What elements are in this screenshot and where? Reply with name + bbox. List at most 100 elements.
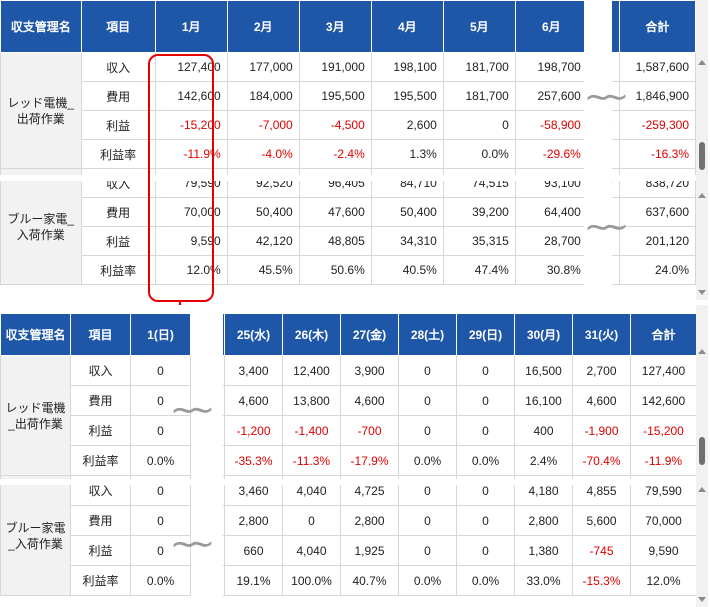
value-cell: 9,590 bbox=[630, 535, 697, 566]
value-cell: 84,710 bbox=[370, 168, 444, 198]
col-header-day-28[interactable]: 28(土) bbox=[398, 313, 457, 356]
value-cell: -35.3% bbox=[224, 445, 283, 476]
daily-table: 収支管理名 項目 1(日) 25(水) 26(木) 27(金) 28(土) 29… bbox=[0, 313, 697, 596]
col-header-item[interactable]: 項目 bbox=[70, 313, 131, 356]
value-cell: 19.1% bbox=[224, 565, 283, 596]
col-header-day-27[interactable]: 27(金) bbox=[340, 313, 399, 356]
value-cell: 4,600 bbox=[340, 385, 399, 416]
col-header-jun[interactable]: 6月 bbox=[514, 0, 588, 53]
value-cell: 0.0% bbox=[130, 565, 191, 596]
value-cell: 2,800 bbox=[514, 505, 573, 536]
table-row: 費用 0 4,600 13,800 4,600 0 0 16,100 4,600 142,600 bbox=[1, 385, 697, 416]
item-label-cell: 利益 bbox=[80, 110, 156, 140]
value-cell: 198,700 bbox=[514, 52, 588, 82]
value-cell: 70,000 bbox=[630, 505, 697, 536]
value-cell: 257,600 bbox=[514, 81, 588, 111]
col-header-day-1[interactable]: 1(日) bbox=[130, 313, 191, 356]
value-cell: -58,900 bbox=[514, 110, 588, 140]
col-header-mar[interactable]: 3月 bbox=[298, 0, 372, 53]
col-header-item[interactable]: 項目 bbox=[80, 0, 156, 53]
value-cell: 637,600 bbox=[618, 197, 697, 227]
value-cell: 1,925 bbox=[340, 535, 399, 566]
col-header-name[interactable]: 収支管理名 bbox=[0, 313, 71, 356]
value-cell: 40.5% bbox=[370, 255, 444, 285]
group-name-cell: ブルー家電_入荷作業 bbox=[0, 168, 82, 285]
value-cell: 1,846,900 bbox=[618, 81, 697, 111]
col-header-day-31[interactable]: 31(火) bbox=[572, 313, 631, 356]
value-cell: -11.9% bbox=[630, 445, 697, 476]
col-header-apr[interactable]: 4月 bbox=[370, 0, 444, 53]
wave-break-icon: ∼∼ bbox=[170, 524, 215, 564]
value-cell: 0 bbox=[398, 355, 457, 386]
value-cell: 195,500 bbox=[298, 81, 372, 111]
value-cell: 4,600 bbox=[572, 385, 631, 416]
value-cell: -11.9% bbox=[154, 139, 228, 169]
value-cell: 0 bbox=[398, 535, 457, 566]
value-cell: 191,000 bbox=[298, 52, 372, 82]
value-cell: 0 bbox=[130, 355, 191, 386]
scroll-up-arrow-icon[interactable] bbox=[698, 349, 706, 354]
group-gap-mask bbox=[0, 479, 696, 485]
item-label-cell: 利益率 bbox=[70, 565, 131, 596]
value-cell: 45.5% bbox=[226, 255, 300, 285]
col-header-may[interactable]: 5月 bbox=[442, 0, 516, 53]
value-cell: 0.0% bbox=[456, 445, 515, 476]
wave-break-icon: ∼∼ bbox=[584, 207, 629, 247]
scroll-up-arrow-icon[interactable] bbox=[698, 193, 706, 198]
value-cell: 5,600 bbox=[572, 505, 631, 536]
item-label-cell: 利益率 bbox=[80, 255, 156, 285]
column-gap-mask bbox=[191, 305, 223, 355]
col-header-day-25[interactable]: 25(水) bbox=[224, 313, 283, 356]
item-label-cell: 利益率 bbox=[70, 445, 131, 476]
value-cell: -17.9% bbox=[340, 445, 399, 476]
value-cell: 0 bbox=[456, 415, 515, 446]
table-row: 利益 0 660 4,040 1,925 0 0 1,380 -745 9,590 bbox=[1, 535, 697, 566]
group-gap-mask bbox=[0, 175, 696, 181]
col-header-day-30[interactable]: 30(月) bbox=[514, 313, 573, 356]
item-label-cell: 費用 bbox=[70, 385, 131, 416]
value-cell: 96,405 bbox=[298, 168, 372, 198]
value-cell: 74,515 bbox=[442, 168, 516, 198]
table-row: 費用 70,000 50,400 47,600 50,400 39,200 64,400 63… bbox=[1, 197, 697, 227]
value-cell: -1,400 bbox=[282, 415, 341, 446]
value-cell: 93,100 bbox=[514, 168, 588, 198]
value-cell: 660 bbox=[224, 535, 283, 566]
col-header-name[interactable]: 収支管理名 bbox=[0, 0, 82, 53]
scroll-down-arrow-icon[interactable] bbox=[698, 290, 706, 295]
col-header-total[interactable]: 合計 bbox=[630, 313, 697, 356]
item-label-cell: 収入 bbox=[80, 168, 156, 198]
value-cell: 12,400 bbox=[282, 355, 341, 386]
table-row: 利益率-11.9%-4.0%-2.4%1.3%0.0%-29.6%-1-16.3… bbox=[1, 139, 697, 169]
col-header-day-29[interactable]: 29(日) bbox=[456, 313, 515, 356]
col-header-feb[interactable]: 2月 bbox=[226, 0, 300, 53]
table-row: 費用 0 2,800 0 2,800 0 0 2,800 5,600 70,000 bbox=[1, 505, 697, 536]
scroll-thumb[interactable] bbox=[699, 142, 705, 170]
value-cell: 50,400 bbox=[226, 197, 300, 227]
value-cell: 142,600 bbox=[630, 385, 697, 416]
table-row: 利益率 0.0% 19.1% 100.0% 40.7% 0.0% 0.0% 33.0% -15.… bbox=[1, 565, 697, 596]
item-label-cell: 利益 bbox=[80, 226, 156, 256]
scroll-thumb[interactable] bbox=[699, 437, 705, 465]
scroll-up-arrow-icon[interactable] bbox=[698, 487, 706, 492]
value-cell: -700 bbox=[340, 415, 399, 446]
value-cell: -2.4% bbox=[298, 139, 372, 169]
scroll-down-arrow-icon[interactable] bbox=[698, 597, 706, 602]
col-header-jan[interactable]: 1月 bbox=[154, 0, 228, 53]
value-cell: -15.3% bbox=[572, 565, 631, 596]
col-header-total[interactable]: 合計 bbox=[618, 0, 697, 53]
scroll-up-arrow-icon[interactable] bbox=[698, 60, 706, 65]
top-scrollbar[interactable] bbox=[696, 0, 708, 300]
item-label-cell: 利益 bbox=[70, 535, 131, 566]
value-cell: 0.0% bbox=[398, 565, 457, 596]
value-cell: -4.0% bbox=[226, 139, 300, 169]
daily-summary-panel: 収支管理名 項目 1(日) 25(水) 26(木) 27(金) 28(土) 29… bbox=[0, 305, 697, 607]
value-cell: 13,800 bbox=[282, 385, 341, 416]
value-cell: 47,600 bbox=[298, 197, 372, 227]
bottom-scrollbar[interactable] bbox=[696, 305, 708, 607]
item-label-cell: 費用 bbox=[70, 505, 131, 536]
value-cell: 127,400 bbox=[630, 355, 697, 386]
value-cell: -16.3% bbox=[618, 139, 697, 169]
value-cell: 100.0% bbox=[282, 565, 341, 596]
value-cell: 35,315 bbox=[442, 226, 516, 256]
col-header-day-26[interactable]: 26(木) bbox=[282, 313, 341, 356]
